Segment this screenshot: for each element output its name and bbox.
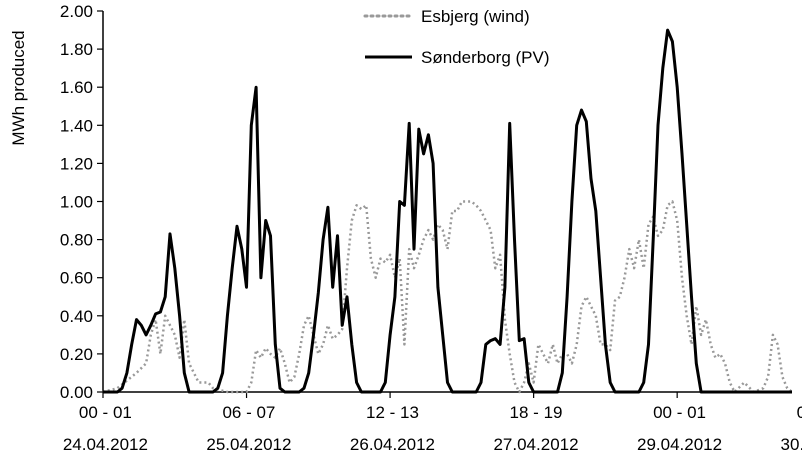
y-tick-label: 2.00 — [60, 2, 93, 21]
y-tick-label: 1.00 — [60, 193, 93, 212]
series-line-esbjerg-wind — [102, 200, 793, 394]
x-tick-hour-label: 06 - 07 — [797, 403, 802, 422]
legend-label-sonderborg: Sønderborg (PV) — [421, 48, 550, 67]
y-axis-title: MWh produced — [9, 30, 28, 145]
x-tick-hour-label: 18 - 19 — [510, 403, 563, 422]
x-tick-hour-label: 12 - 13 — [366, 403, 419, 422]
axes — [97, 10, 792, 398]
y-tick-label: 0.40 — [60, 307, 93, 326]
x-tick-hour-label: 00 - 01 — [79, 403, 132, 422]
x-tick-date-label: 24.04.2012 — [63, 435, 148, 454]
x-tick-labels: 00 - 01 24.04.2012 06 - 07 25.04.2012 12 - 1… — [63, 403, 802, 454]
y-tick-label: 0.60 — [60, 269, 93, 288]
series-layer — [102, 28, 793, 394]
x-tick-date-label: 29.04.2012 — [637, 435, 722, 454]
x-tick-date-label: 27.04.2012 — [493, 435, 578, 454]
x-tick-hour-label: 00 - 01 — [653, 403, 706, 422]
y-tick-label: 0.00 — [60, 383, 93, 402]
y-tick-label: 1.20 — [60, 154, 93, 173]
y-tick-label: 1.60 — [60, 78, 93, 97]
x-tick-date-label: 26.04.2012 — [350, 435, 435, 454]
y-tick-label: 0.80 — [60, 231, 93, 250]
x-tick-hour-label: 06 - 07 — [222, 403, 275, 422]
y-tick-label: 1.80 — [60, 40, 93, 59]
y-tick-label: 0.20 — [60, 345, 93, 364]
x-tick-date-label: 25.04.2012 — [206, 435, 291, 454]
y-tick-label: 1.40 — [60, 116, 93, 135]
x-tick-date-label: 30.04.2012 — [781, 435, 802, 454]
legend: Esbjerg (wind) Sønderborg (PV) — [363, 7, 550, 67]
series-line-sonderborg-pv — [103, 28, 792, 394]
legend-label-esbjerg: Esbjerg (wind) — [421, 7, 530, 26]
y-tick-labels: 0.00 0.20 0.40 0.60 0.80 1.00 1.20 1.40 1.60 1.80… — [60, 2, 93, 402]
